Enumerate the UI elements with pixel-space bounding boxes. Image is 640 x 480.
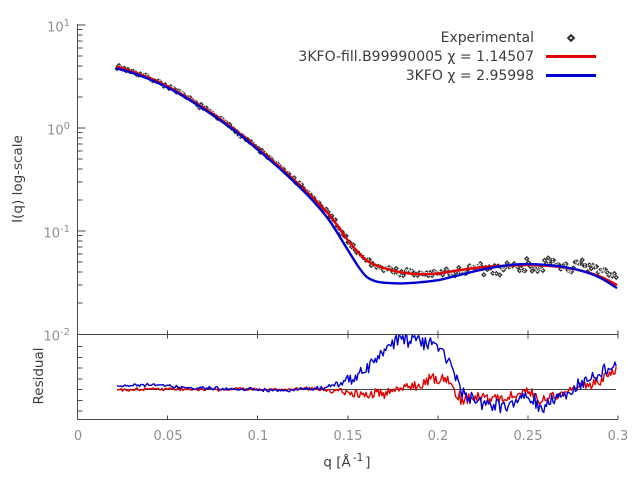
legend-diamond-icon bbox=[546, 28, 596, 47]
legend-item-label: 3KFO χ = 2.95998 bbox=[405, 67, 534, 84]
y-axis-label-main: I(q) log-scale bbox=[10, 135, 26, 223]
legend-item: 3KFO-fill.B99990005 χ = 1.14507 bbox=[298, 47, 596, 66]
x-tick-label: 0 bbox=[73, 429, 83, 444]
y-axis-label-residual: Residual bbox=[31, 347, 47, 405]
residual-trace-red bbox=[116, 366, 617, 406]
legend-item: Experimental bbox=[298, 28, 596, 47]
y-tick-label: 10-1 bbox=[43, 224, 70, 242]
x-tick-label: 0.05 bbox=[153, 429, 183, 444]
legend-item: 3KFO χ = 2.95998 bbox=[298, 66, 596, 85]
x-tick-label: 0.25 bbox=[513, 429, 543, 444]
x-axis-title-pre: q [Å bbox=[323, 454, 351, 471]
axes-and-ticks bbox=[77, 24, 619, 420]
legend-line-icon bbox=[546, 66, 596, 85]
y-tick-label: 100 bbox=[47, 121, 70, 139]
residual-trace-blue bbox=[116, 334, 617, 414]
y-tick-label: 10-2 bbox=[43, 327, 70, 345]
legend-item-label: Experimental bbox=[440, 29, 534, 46]
fit-curve-blue bbox=[115, 67, 618, 289]
y-tick-label: 101 bbox=[47, 18, 70, 36]
x-tick-label: 0.3 bbox=[607, 429, 629, 444]
x-tick-label: 0.15 bbox=[333, 429, 363, 444]
legend-item-label: 3KFO-fill.B99990005 χ = 1.14507 bbox=[298, 48, 534, 65]
x-axis-title: q [Å -1] bbox=[323, 452, 370, 471]
x-axis-title-post: ] bbox=[365, 454, 371, 471]
legend: Experimental 3KFO-fill.B99990005 χ = 1.14… bbox=[298, 28, 596, 85]
x-tick-label: 0.1 bbox=[247, 429, 269, 444]
fit-curve-red bbox=[115, 65, 618, 286]
legend-line-icon bbox=[546, 47, 596, 66]
x-tick-label: 0.2 bbox=[427, 429, 449, 444]
experimental-points bbox=[114, 62, 619, 281]
x-axis-title-sup: -1 bbox=[352, 452, 364, 464]
